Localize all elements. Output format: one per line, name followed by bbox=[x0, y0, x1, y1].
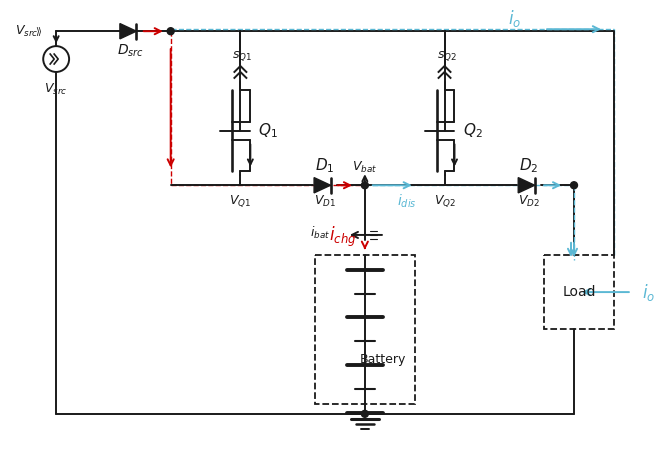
Text: $V_{bat}$: $V_{bat}$ bbox=[352, 160, 378, 175]
Text: $V_{D1}$: $V_{D1}$ bbox=[314, 193, 336, 209]
Text: $s_{Q2}$: $s_{Q2}$ bbox=[436, 49, 456, 63]
Text: $i_{bat}$: $i_{bat}$ bbox=[310, 225, 330, 241]
Text: $i_{chg}$: $i_{chg}$ bbox=[329, 225, 356, 249]
Text: Battery: Battery bbox=[360, 353, 406, 366]
Text: $V_{src}$: $V_{src}$ bbox=[45, 82, 68, 97]
Text: $i_{dis}$: $i_{dis}$ bbox=[397, 193, 416, 210]
Circle shape bbox=[167, 28, 174, 35]
Circle shape bbox=[571, 182, 577, 189]
Text: $V_{Q2}$: $V_{Q2}$ bbox=[434, 193, 456, 209]
Text: $Q_2$: $Q_2$ bbox=[463, 121, 482, 140]
Text: $D_2$: $D_2$ bbox=[519, 156, 539, 175]
Polygon shape bbox=[314, 178, 330, 193]
Polygon shape bbox=[120, 23, 137, 39]
Circle shape bbox=[362, 182, 368, 189]
Bar bbox=[544, 255, 614, 329]
Text: $V_{D2}$: $V_{D2}$ bbox=[518, 193, 540, 209]
Text: $i_o$: $i_o$ bbox=[642, 281, 655, 303]
Polygon shape bbox=[518, 178, 535, 193]
Text: $\rangle\!\rangle$: $\rangle\!\rangle$ bbox=[35, 25, 42, 38]
Text: $D_{src}$: $D_{src}$ bbox=[117, 43, 145, 59]
Text: $V_{src}$: $V_{src}$ bbox=[15, 23, 38, 39]
Text: $s_{Q1}$: $s_{Q1}$ bbox=[232, 49, 252, 63]
Text: Load: Load bbox=[562, 285, 595, 299]
Text: $D_1$: $D_1$ bbox=[315, 156, 335, 175]
Text: $i_o$: $i_o$ bbox=[507, 8, 521, 29]
Text: $Q_1$: $Q_1$ bbox=[258, 121, 278, 140]
Circle shape bbox=[362, 410, 368, 417]
Bar bbox=[315, 255, 415, 404]
Text: $V_{Q1}$: $V_{Q1}$ bbox=[229, 193, 252, 209]
